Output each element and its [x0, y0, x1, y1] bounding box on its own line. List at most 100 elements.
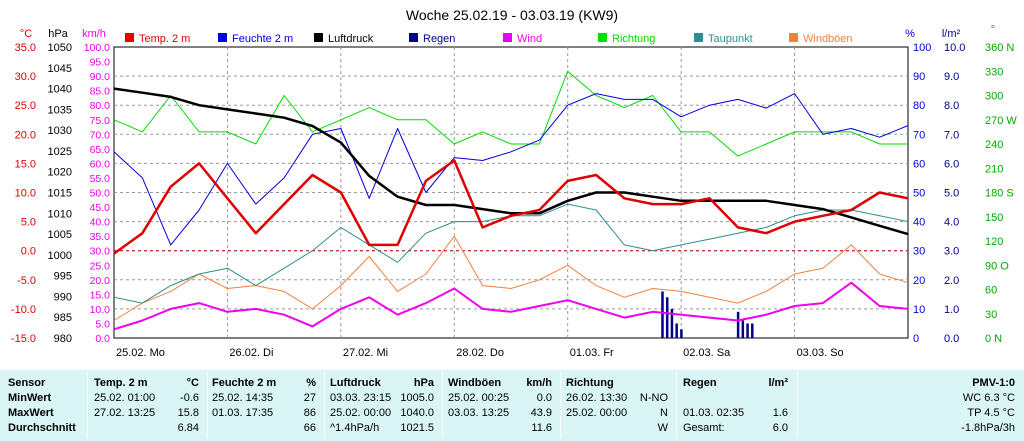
x-tick-label: 26.02. Di: [229, 347, 273, 359]
speed-tick-label: 10.0: [90, 304, 111, 316]
summary-column-divider: [676, 372, 677, 439]
pressure-tick-label: 1030: [48, 125, 72, 137]
rain-header: Regen: [683, 377, 717, 389]
temp-tick-label: 30.0: [15, 71, 36, 83]
rain-tick-label: 3.0: [944, 246, 959, 258]
speed-tick-label: 70.0: [90, 129, 111, 141]
speed-tick-label: 50.0: [90, 188, 111, 200]
rain-total: 6.0: [772, 422, 788, 434]
x-tick-label: 03.03. So: [797, 347, 844, 359]
pressure-unit-label: hPa: [48, 28, 68, 40]
legend-swatch: [409, 33, 418, 42]
pressure-max: 1040.0: [400, 407, 434, 419]
pressure-tick-label: 1005: [48, 229, 72, 241]
pressure-tick-label: 1000: [48, 250, 72, 262]
direction-tick-label: 330: [985, 66, 1003, 78]
humidity-max: 86: [303, 407, 316, 419]
rain-tick-label: 2.0: [944, 275, 959, 287]
direction-unit-label: °: [991, 24, 995, 36]
humidity-min: 27: [303, 392, 316, 404]
temp-tick-label: 15.0: [15, 158, 36, 170]
rain-tick-label: 6.0: [944, 158, 959, 170]
rain-tick-label: 9.0: [944, 71, 959, 83]
rain-tick-label: 10.0: [944, 42, 965, 54]
legend-label: Wind: [517, 33, 542, 45]
gust-min: 0.0: [536, 392, 552, 404]
pmv-header: PMV-1:0: [972, 377, 1015, 389]
pmv-windchill: WC 6.3 °C: [962, 392, 1015, 404]
temp-tick-label: -15.0: [11, 333, 36, 345]
rain-max-time: 01.03. 02:35: [683, 407, 745, 419]
humidity-unit-label: %: [905, 28, 915, 40]
summary-column-divider: [207, 372, 208, 439]
direction-tick-label: 210: [985, 163, 1003, 175]
temp-max-time: 27.02. 13:25: [94, 407, 156, 419]
humidity-max-time: 01.03. 17:35: [212, 407, 274, 419]
pressure-tick-label: 985: [54, 312, 72, 324]
direction-avg: W: [657, 422, 668, 434]
humidity-tick-label: 40: [913, 217, 925, 229]
temp-tick-label: 20.0: [15, 129, 36, 141]
rain-max: 1.6: [772, 407, 788, 419]
rain-total-label: Gesamt:: [683, 422, 725, 434]
gust-avg: 11.6: [531, 422, 552, 434]
series-line-wind: [113, 281, 909, 331]
humidity-tick-label: 10: [913, 304, 925, 316]
temp-tick-label: 5.0: [21, 217, 36, 229]
chart-legend: Temp. 2 m Feuchte 2 m Luftdruck Regen Wind Ri…: [125, 33, 853, 45]
speed-tick-label: 5.0: [95, 318, 110, 330]
direction-tick-label: 30: [985, 309, 997, 321]
direction-tick-label: 60: [985, 285, 997, 297]
legend-label: Windböen: [803, 33, 853, 45]
direction-tick-label: 0 N: [985, 333, 1002, 345]
temp-tick-label: 25.0: [15, 100, 36, 112]
direction-min: N-NO: [639, 392, 668, 404]
temp-min-time: 25.02. 01:00: [94, 392, 156, 404]
rain-bar: [665, 297, 669, 338]
humidity-tick-label: 0: [913, 333, 919, 345]
direction-max: N: [660, 407, 668, 419]
temp-tick-label: 35.0: [15, 42, 36, 54]
summary-table: Sensor MinWert MaxWert Durchschnitt Temp. 2 …: [0, 370, 1024, 441]
gust-header: Windböen: [448, 377, 502, 389]
speed-tick-label: 95.0: [90, 57, 111, 69]
gust-unit: km/h: [526, 377, 552, 389]
gust-max: 43.9: [530, 407, 552, 419]
pressure-header: Luftdruck: [330, 377, 381, 389]
legend-label: Richtung: [612, 33, 655, 45]
direction-tick-label: 150: [985, 212, 1003, 224]
rain-bar: [675, 323, 678, 338]
rain-unit-label: l/m²: [942, 28, 961, 40]
rain-bar: [746, 323, 749, 338]
pressure-min: 1005.0: [400, 392, 434, 404]
speed-tick-label: 40.0: [90, 217, 111, 229]
summary-column-divider: [442, 372, 443, 439]
speed-tick-label: 15.0: [90, 289, 111, 301]
legend-swatch: [789, 33, 798, 42]
speed-tick-label: 30.0: [90, 246, 111, 258]
pressure-tick-label: 995: [54, 271, 72, 283]
gust-max-time: 03.03. 13:25: [448, 407, 510, 419]
rain-tick-label: 5.0: [944, 188, 959, 200]
legend-swatch: [125, 33, 134, 42]
speed-tick-label: 85.0: [90, 86, 111, 98]
pressure-tick-label: 1040: [48, 84, 72, 96]
pressure-max-time: 25.02. 00:00: [330, 407, 392, 419]
legend-label: Luftdruck: [328, 33, 374, 45]
series-line-luftdruck: [113, 87, 909, 236]
x-tick-label: 28.02. Do: [456, 347, 504, 359]
direction-tick-label: 360 N: [985, 42, 1014, 54]
x-axis-labels: 25.02. Mo 26.02. Di 27.02. Mi 28.02. Do 01.0…: [116, 347, 844, 359]
pressure-avg: 1021.5: [400, 422, 434, 434]
humidity-tick-label: 90: [913, 71, 925, 83]
legend-swatch: [503, 33, 512, 42]
rain-unit: l/m²: [768, 377, 788, 389]
series-line-temp-2-m: [113, 159, 909, 255]
series-line-richtung: [113, 70, 908, 157]
summary-row-label: Durchschnitt: [8, 422, 76, 434]
rain-tick-label: 8.0: [944, 100, 959, 112]
speed-tick-label: 55.0: [90, 173, 111, 185]
axis-tick-labels: 35.0 30.0 25.0 20.0 15.0 10.0 5.0 0.0 -5.0 -10.0 -…: [11, 42, 1017, 345]
direction-tick-label: 270 W: [985, 115, 1017, 127]
